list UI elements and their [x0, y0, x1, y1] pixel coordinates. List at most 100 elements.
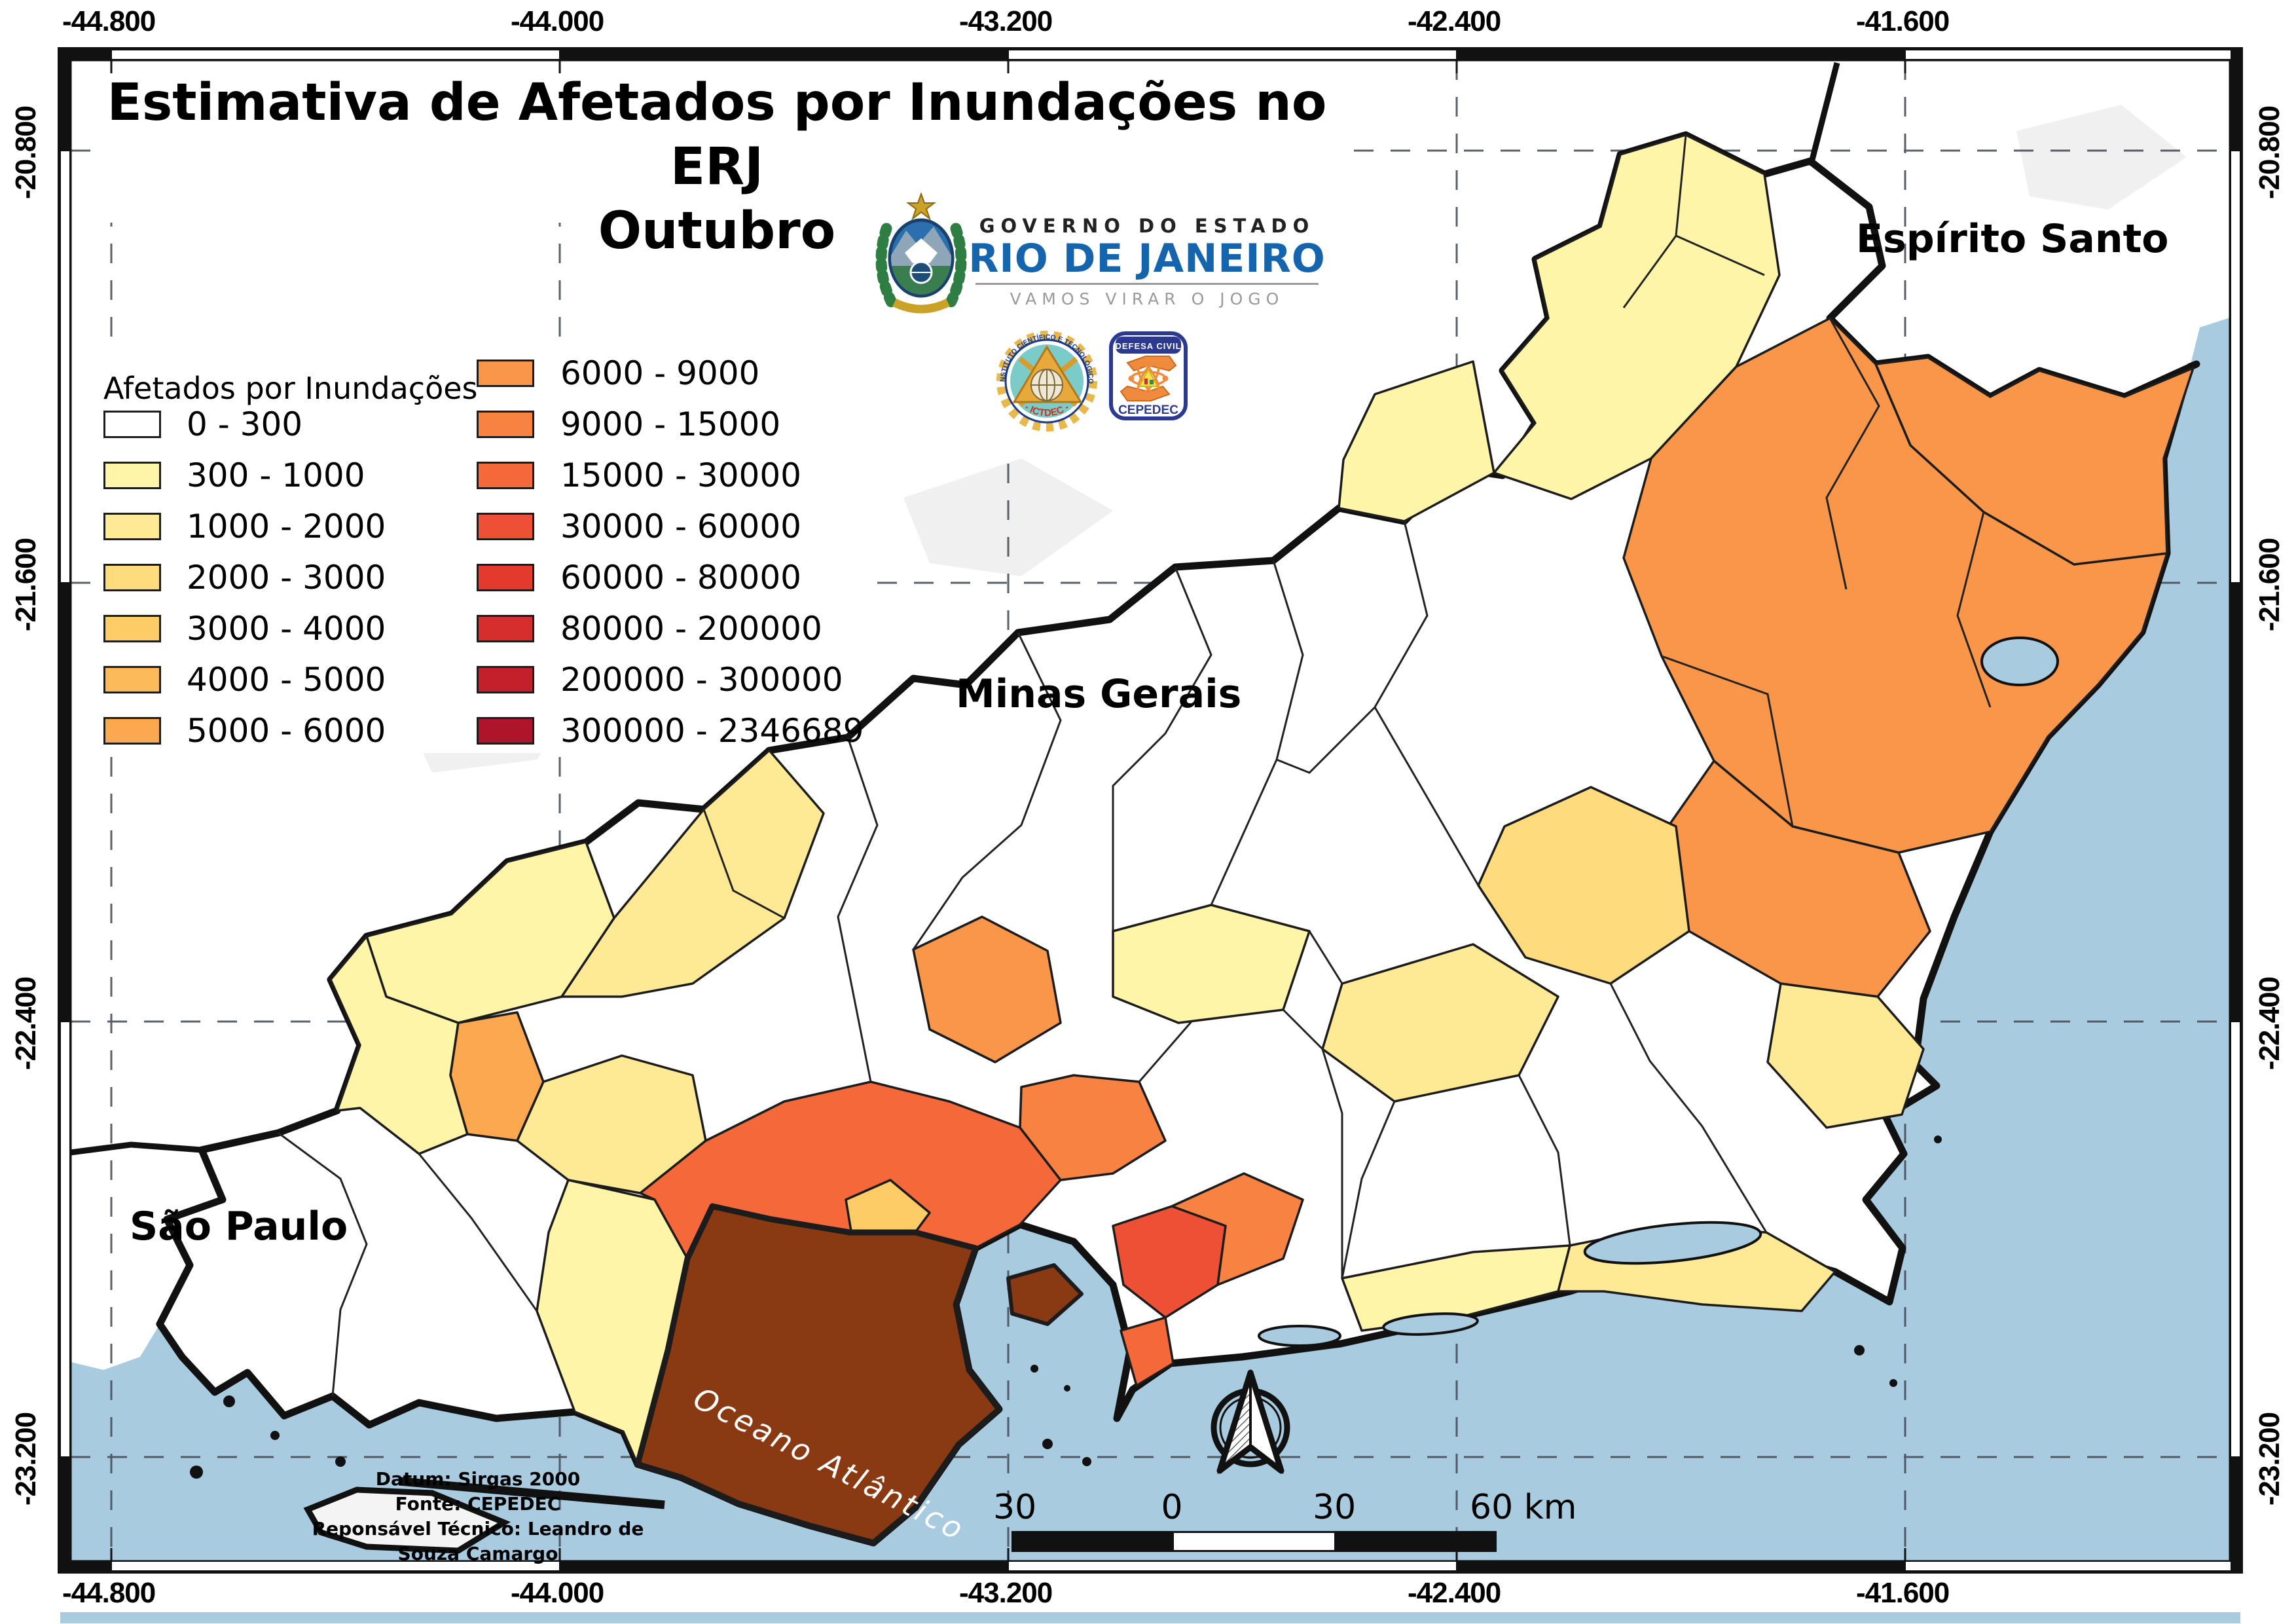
coord-label-bottom: -42.400	[1408, 1577, 1501, 1609]
legend-swatch	[477, 564, 534, 591]
credit-responsavel-1: Reponsável Técnico: Leandro de	[312, 1518, 644, 1540]
legend-swatch	[103, 411, 161, 438]
scalebar-bar	[1011, 1531, 1497, 1552]
lagoons	[1258, 637, 2059, 1347]
gov-logo-top-text: GOVERNO DO ESTADO	[979, 215, 1315, 237]
legend-label: 6000 - 9000	[560, 354, 760, 392]
small-islands	[190, 1135, 1942, 1479]
municipality-shape	[1019, 1074, 1167, 1181]
marambaia-strip	[399, 1477, 665, 1509]
legend-swatch	[103, 564, 161, 591]
municipality-shape	[1622, 317, 2168, 854]
municipality-shape	[1766, 982, 1925, 1129]
cepedec-name-text: CEPEDEC	[1118, 403, 1178, 417]
title-line1: Estimativa de Afetados por Inundações no…	[107, 73, 1327, 196]
legend-label: 1000 - 2000	[187, 507, 386, 545]
legend-label: 0 - 300	[187, 405, 303, 443]
scalebar: 30 0 30 60 km	[993, 1488, 1601, 1560]
municipalities	[329, 134, 2195, 1546]
municipality-shape	[1112, 904, 1311, 1024]
north-arrow-icon	[1211, 1369, 1290, 1475]
municipality-shape	[1477, 786, 1690, 985]
gov-logo-slogan-text: VAMOS VIRAR O JOGO	[1010, 289, 1285, 308]
atlantic-ocean	[71, 318, 2230, 1561]
legend-swatch	[477, 360, 534, 387]
legend-label: 15000 - 30000	[560, 456, 801, 494]
legend-swatch	[477, 717, 534, 745]
legend-label: 60000 - 80000	[560, 559, 801, 597]
page-bottom-strip	[60, 1612, 2240, 1623]
label-sao-paulo: São Paulo	[130, 1204, 348, 1249]
gov-logo-divider	[975, 283, 1319, 285]
coord-label-left: -22.400	[10, 976, 42, 1071]
municipality-shape	[1493, 134, 1781, 500]
legend-label: 5000 - 6000	[187, 712, 386, 750]
label-minas-gerais: Minas Gerais	[956, 671, 1242, 717]
coord-label-bottom: -44.800	[62, 1577, 156, 1609]
municipality-rio-de-janeiro	[634, 1203, 1002, 1546]
coord-label-right: -23.200	[2253, 1412, 2286, 1506]
legend-swatch	[103, 462, 161, 489]
coord-label-right: -21.600	[2253, 538, 2286, 632]
credit-datum: Datum: Sirgas 2000	[375, 1468, 581, 1490]
coord-label-right: -22.400	[2253, 976, 2286, 1071]
legend-label: 30000 - 60000	[560, 507, 801, 545]
state-borders	[71, 62, 1840, 1156]
legend-swatch	[103, 666, 161, 693]
legend-swatch	[103, 615, 161, 642]
municipality-shape	[1120, 1316, 1175, 1387]
coord-label-top: -43.200	[959, 5, 1053, 37]
legend-label: 3000 - 4000	[187, 610, 386, 648]
legend-swatch	[477, 462, 534, 489]
municipality-shape	[1171, 1172, 1304, 1286]
legend-label: 200000 - 300000	[560, 661, 843, 699]
scalebar-label: 30	[1313, 1488, 1357, 1527]
legend-swatch	[477, 411, 534, 438]
scalebar-label: 0	[1161, 1488, 1183, 1527]
scalebar-segment	[1013, 1533, 1174, 1550]
legend-title: Afetados por Inundações	[103, 371, 478, 406]
ictdec-logo-icon: INSTITUTO CIENTÍFICO E TECNOLÓGICO - ICT…	[996, 329, 1097, 432]
legend-swatch	[103, 513, 161, 540]
legend-label: 2000 - 3000	[187, 559, 386, 597]
municipality-shape	[912, 915, 1062, 1063]
page-title: Estimativa de Afetados por Inundações no…	[92, 71, 1342, 263]
coord-label-left: -20.800	[10, 105, 42, 200]
cepedec-logo-icon: DEFESA CIVIL CEPEDEC	[1109, 331, 1188, 420]
gov-logo-name-text: RIO DE JANEIRO	[968, 236, 1326, 282]
scalebar-segment	[1174, 1533, 1334, 1550]
legend-label: 80000 - 200000	[560, 610, 822, 648]
scalebar-label: 30	[993, 1488, 1037, 1527]
coord-label-top: -44.000	[511, 5, 604, 37]
label-espirito-santo: Espírito Santo	[1856, 216, 2169, 262]
scalebar-segment	[1334, 1533, 1495, 1550]
title-line2: Outubro	[598, 202, 836, 261]
governador-island	[1006, 1263, 1084, 1326]
coord-label-top: -41.600	[1856, 5, 1950, 37]
legend-swatch	[477, 666, 534, 693]
coord-label-top: -42.400	[1408, 5, 1501, 37]
legend-swatch	[477, 615, 534, 642]
legend-label: 9000 - 15000	[560, 405, 781, 443]
legend-swatch	[103, 717, 161, 745]
credit-fonte: Fonte: CEPEDEC	[395, 1493, 561, 1515]
coord-label-bottom: -41.600	[1856, 1577, 1950, 1609]
credit-responsavel-2: Souza Camargo	[397, 1543, 558, 1564]
coord-label-top: -44.800	[62, 5, 156, 37]
coord-label-left: -23.200	[10, 1412, 42, 1506]
coord-label-right: -20.800	[2253, 105, 2286, 200]
legend-label: 300 - 1000	[187, 456, 365, 494]
coord-label-bottom: -43.200	[959, 1577, 1053, 1609]
coord-label-left: -21.600	[10, 538, 42, 632]
ilha-grande	[303, 1486, 511, 1554]
legend-label: 300000 - 2346689	[560, 712, 864, 750]
map-credits: Datum: Sirgas 2000 Fonte: CEPEDEC Repons…	[308, 1467, 648, 1566]
rj-coat-of-arms-icon	[875, 193, 967, 314]
coord-label-bottom: -44.000	[511, 1577, 604, 1609]
municipal-border-lines	[278, 134, 1992, 1397]
legend-label: 4000 - 5000	[187, 661, 386, 699]
cepedec-top-text: DEFESA CIVIL	[1115, 341, 1181, 351]
scalebar-label: 60 km	[1470, 1488, 1577, 1527]
legend-swatch	[477, 513, 534, 540]
